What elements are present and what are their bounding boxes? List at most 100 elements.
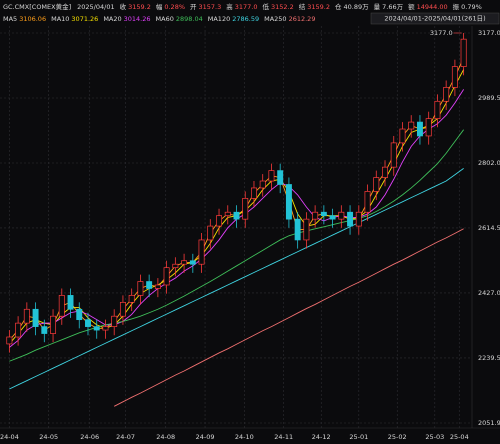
x-tick-label: 25-03 [425,433,444,441]
candle-body [329,215,336,220]
candle-body [41,326,48,334]
candle-body [111,315,118,327]
legend-name: MA10 [51,15,69,23]
symbol: GC.CMX[COMEX黄金] [3,2,71,11]
x-tick-label: 25-04 [450,433,469,441]
candle-body [207,225,214,241]
candle-body [338,211,345,220]
candle-body [364,191,371,213]
legend-value: 3106.06 [19,15,46,23]
candle-body [373,177,380,192]
candle-body [85,319,91,327]
legend-name: MA5 [3,15,17,23]
candle-body [50,315,57,334]
candle-body [382,166,388,178]
info-label: 振 [453,2,460,11]
legend-value: 2612.29 [289,15,316,23]
x-tick-label: 24-09 [196,433,215,441]
ma-line [9,129,464,362]
candle-body [172,263,179,269]
info-label: 收 [120,2,127,11]
candle-body [23,308,30,324]
candle-body [408,121,415,130]
x-tick-label: 25-01 [349,433,368,441]
candle-body [128,295,135,303]
info-value: 0.28% [164,3,185,11]
date: 2025/04/01 [77,3,114,11]
info-value: 3152.2 [271,3,294,11]
candle-body [154,284,161,289]
info-value: 3177.0 [235,3,258,11]
high-label: 3177.0 [430,29,453,37]
info-label: 仓 [335,2,342,11]
legend-value: 3014.26 [124,15,151,23]
legend-name: MA20 [103,15,121,23]
x-tick-label: 24-11 [274,433,293,441]
candle-body [460,38,467,67]
y-tick-label: 3177.0 [478,29,500,37]
legend-name: MA250 [264,15,286,23]
candle-body [303,218,310,241]
ma-line [9,167,464,390]
candle-body [15,322,22,338]
legend-value: 2786.59 [232,15,259,23]
candle-body [434,100,441,119]
candle-body [32,308,39,327]
info-value: 0.79% [461,3,482,11]
range-box [370,12,500,25]
ma-line [113,228,464,407]
candle-body [233,211,240,220]
x-tick-label: 24-04 [0,433,19,441]
info-value: 3159.2 [307,3,330,11]
candle-body [355,211,362,227]
candle-body [242,197,249,220]
y-tick-label: 2614.5 [478,224,500,232]
candle-body [76,308,83,321]
legend-value: 2898.04 [176,15,203,23]
info-value: 40.89万 [344,3,370,11]
x-tick-label: 24-10 [235,433,254,441]
candle-body [58,295,65,317]
x-tick-label: 24-08 [156,433,175,441]
candle-body [443,87,450,102]
candle-body [416,121,423,137]
candle-body [119,301,126,317]
info-label: 额 [408,2,415,11]
candle-body [312,211,319,220]
candle-body [251,187,257,199]
y-tick-label: 2239.5 [478,354,500,362]
candle-body [399,128,406,144]
candle-body [163,267,170,286]
x-tick-label: 24-07 [116,433,135,441]
info-label: 幅 [156,2,163,11]
info-label: 低 [263,2,270,11]
candle-body [285,184,292,220]
x-tick-label: 25-02 [388,433,407,441]
y-tick-label: 2802.0 [478,159,500,167]
legend-name: MA60 [156,15,174,23]
legend: MA5 3106.06 MA10 3071.26 MA20 3014.26 MA60 2898… [3,15,315,23]
candle-body [216,215,222,227]
info-label: 结 [299,2,306,11]
candle-body [268,170,275,182]
info-value: 3157.3 [199,3,222,11]
candle-body [390,142,397,168]
info-label: 高 [226,2,233,11]
x-tick-label: 24-06 [80,433,99,441]
x-tick-label: 24-05 [39,433,58,441]
info-label: 开 [190,3,197,11]
candle-body [102,326,109,331]
y-tick-label: 2051.9 [478,419,500,427]
candle-body [189,260,196,265]
info-value: 7.66万 [382,3,403,11]
info-value: 3159.2 [128,3,151,11]
candle-body [277,170,284,185]
x-tick-label: 24-12 [312,433,331,441]
candle-body [224,211,231,217]
candle-body [6,336,13,345]
range-label: 2024/04/01-2025/04/01(261日) [384,15,485,23]
y-tick-label: 2427.0 [478,289,500,297]
candle-body [347,211,354,227]
